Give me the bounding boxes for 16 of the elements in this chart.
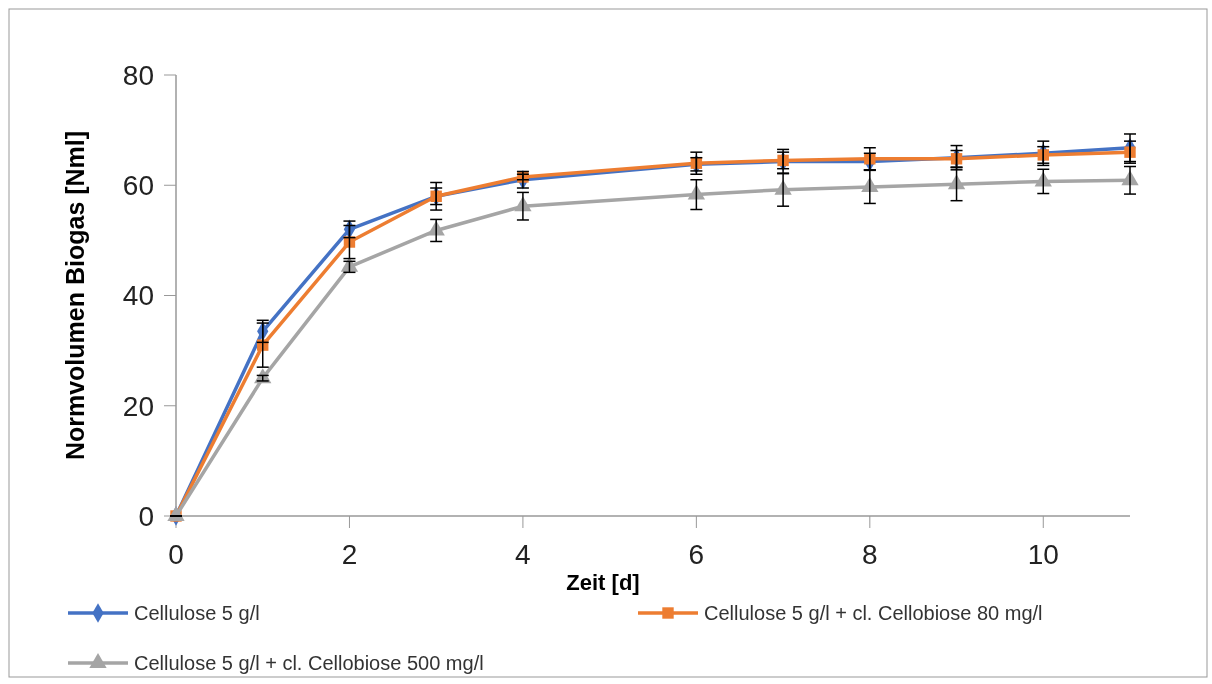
legend-label: Cellulose 5 g/l + cl. Cellobiose 80 mg/l [704,602,1043,624]
y-tick-label: 80 [122,59,154,91]
legend-label: Cellulose 5 g/l + cl. Cellobiose 500 mg/l [134,652,484,674]
x-tick-label: 6 [688,539,705,570]
y-tick-label: 40 [122,280,154,312]
x-tick-label: 8 [862,539,878,570]
y-tick-label: 60 [122,170,154,202]
y-axis-title: Normvolumen Biogas [Nml] [61,130,89,461]
x-tick-label: 10 [1027,539,1059,570]
x-axis-title: Zeit [d] [566,570,640,595]
y-tick-label: 0 [138,500,154,532]
legend-label: Cellulose 5 g/l [134,602,260,624]
x-tick-label: 4 [515,539,531,570]
x-tick-label: 2 [341,539,358,570]
x-tick-label: 0 [168,539,184,570]
y-tick-label: 20 [122,390,154,422]
